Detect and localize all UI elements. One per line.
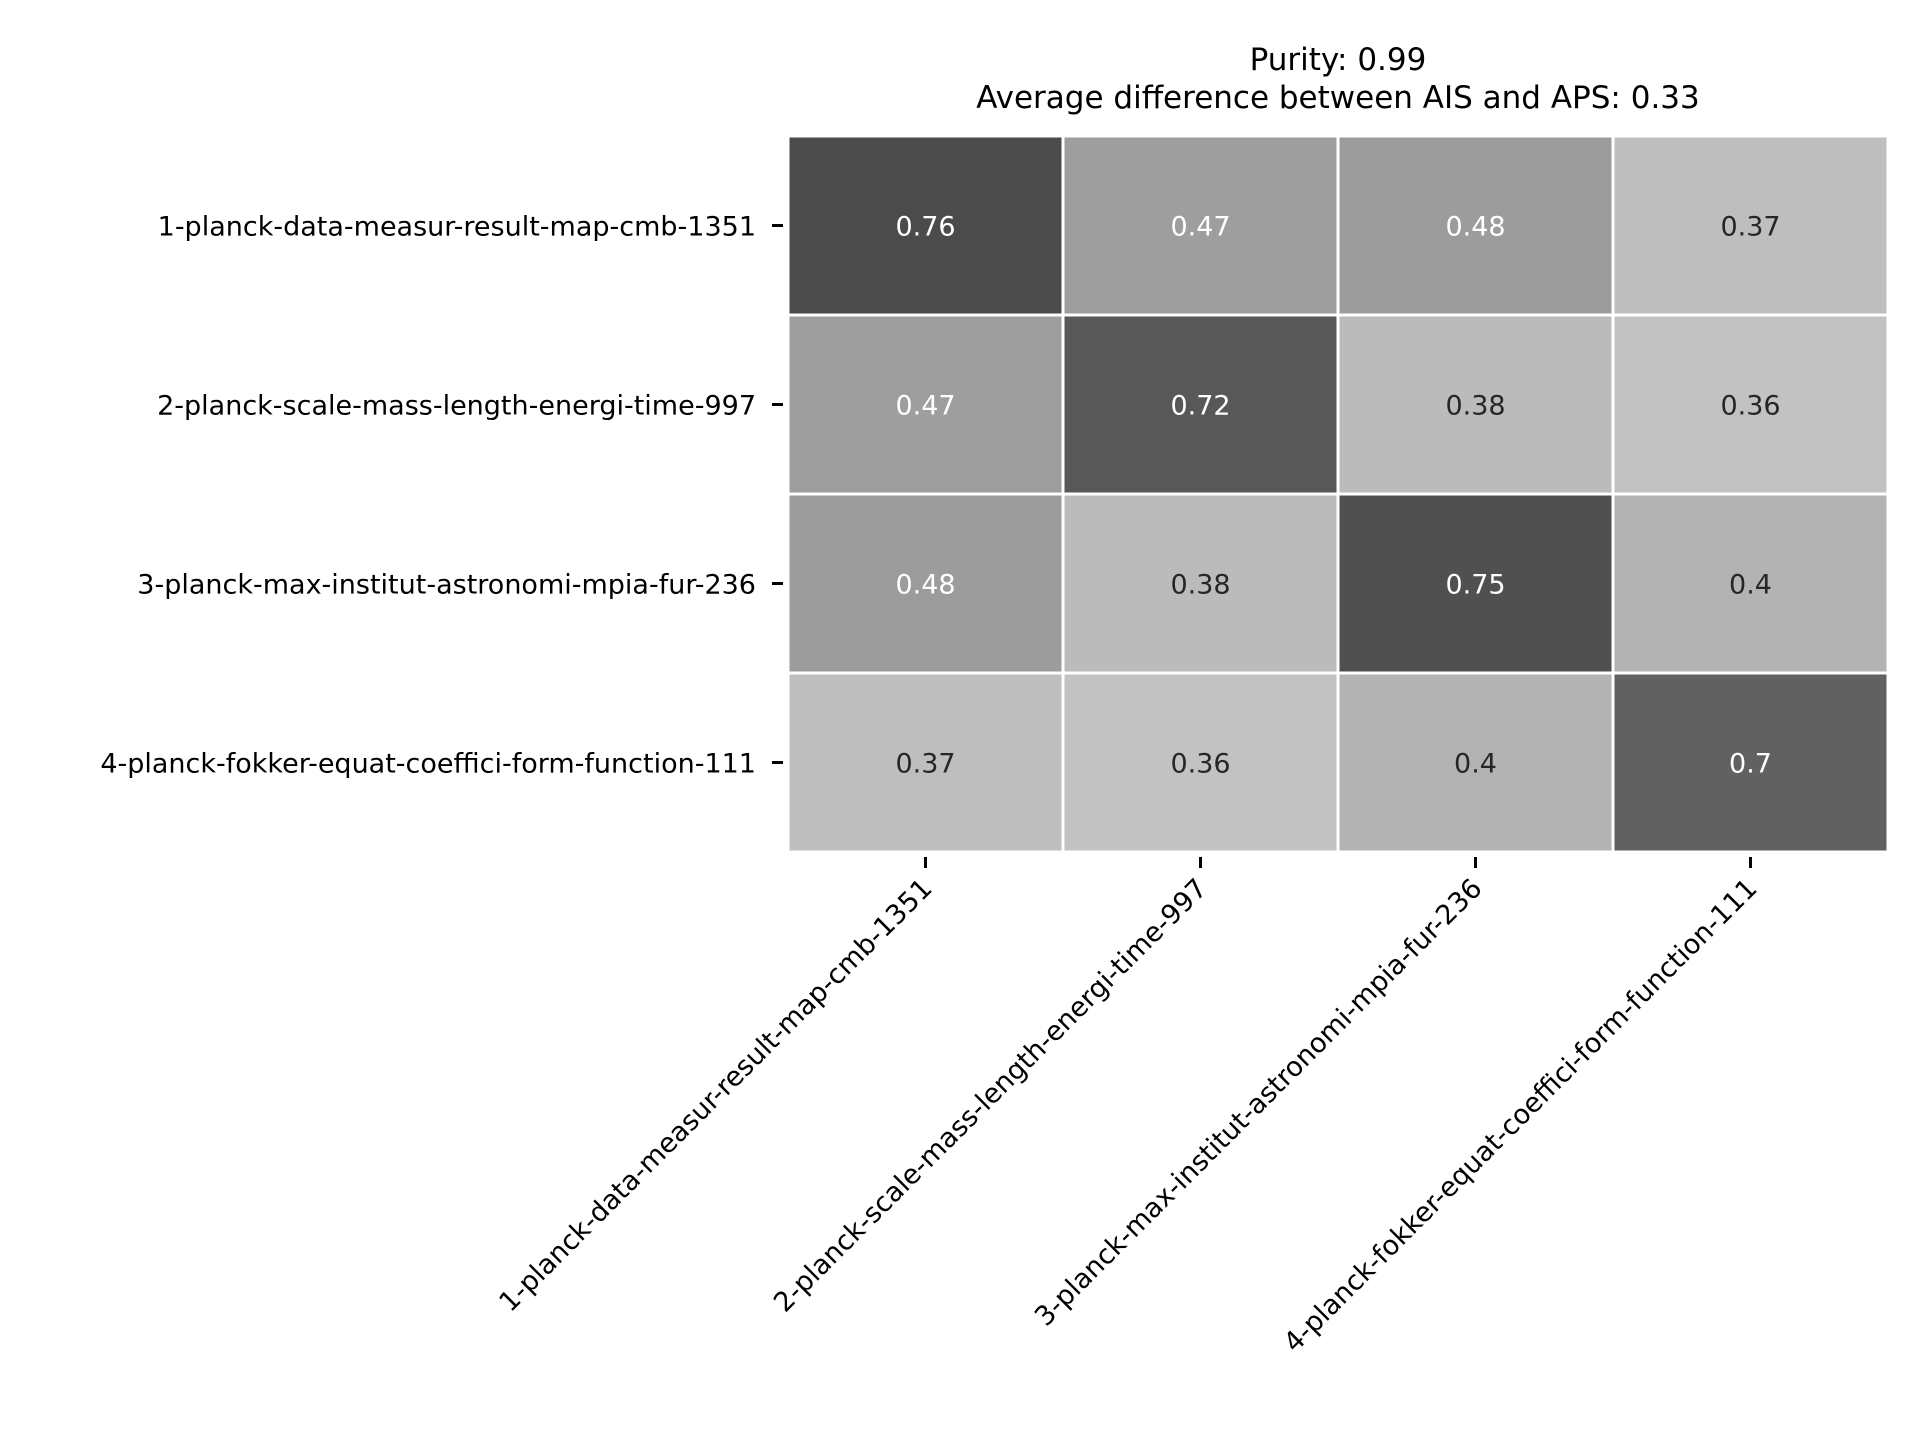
cell-value-label: 0.38 <box>1170 570 1230 601</box>
row-tick-label: 3-planck-max-institut-astronomi-mpia-fur… <box>137 570 756 601</box>
cell-value-label: 0.47 <box>895 391 955 422</box>
column-axis: 1-planck-data-measur-result-map-cmb-1351… <box>493 857 1763 1359</box>
heatmap-cell <box>1611 671 1890 854</box>
heatmap-cell <box>1061 134 1340 317</box>
cell-value-label: 0.36 <box>1170 749 1230 780</box>
cell-value-label: 0.4 <box>1729 570 1772 601</box>
heatmap-cell <box>786 671 1065 854</box>
cell-value-label: 0.38 <box>1445 391 1505 422</box>
row-tick-label: 1-planck-data-measur-result-map-cmb-1351 <box>158 212 756 243</box>
column-tick-label: 2-planck-scale-mass-length-energi-time-9… <box>768 873 1213 1318</box>
cell-value-label: 0.48 <box>1445 212 1505 243</box>
column-tick-label: 4-planck-fokker-equat-coeffici-form-func… <box>1278 873 1764 1359</box>
cell-value-label: 0.4 <box>1454 749 1497 780</box>
cell-value-label: 0.47 <box>1170 212 1230 243</box>
heatmap-cell <box>1061 492 1340 675</box>
cell-value-label: 0.76 <box>895 212 955 243</box>
heatmap-cell <box>1336 134 1615 317</box>
chart-title-line: Average difference between AIS and APS: … <box>976 80 1700 116</box>
cell-value-label: 0.37 <box>895 749 955 780</box>
cell-value-label: 0.72 <box>1170 391 1230 422</box>
heatmap-cell <box>1611 492 1890 675</box>
cell-value-label: 0.36 <box>1720 391 1780 422</box>
column-tick-label: 3-planck-max-institut-astronomi-mpia-fur… <box>1029 873 1488 1332</box>
heatmap-cell <box>1611 134 1890 317</box>
row-tick-label: 2-planck-scale-mass-length-energi-time-9… <box>157 391 756 422</box>
row-tick-label: 4-planck-fokker-equat-coeffici-form-func… <box>100 749 756 780</box>
heatmap-cell <box>1061 313 1340 496</box>
chart-title-line: Purity: 0.99 <box>1250 42 1427 78</box>
cell-value-label: 0.75 <box>1445 570 1505 601</box>
heatmap-cell <box>1061 671 1340 854</box>
cell-value-label: 0.7 <box>1729 749 1772 780</box>
heatmap-cells: 0.76 0.47 0.48 0.37 0.47 0.72 0.38 0.36 0.48 0.38… <box>786 134 1890 854</box>
column-tick-label: 1-planck-data-measur-result-map-cmb-1351 <box>493 873 938 1318</box>
cell-value-label: 0.48 <box>895 570 955 601</box>
heatmap-cell <box>786 134 1065 317</box>
heatmap-cell <box>1611 313 1890 496</box>
row-axis: 1-planck-data-measur-result-map-cmb-1351… <box>100 212 783 780</box>
cell-value-label: 0.37 <box>1720 212 1780 243</box>
